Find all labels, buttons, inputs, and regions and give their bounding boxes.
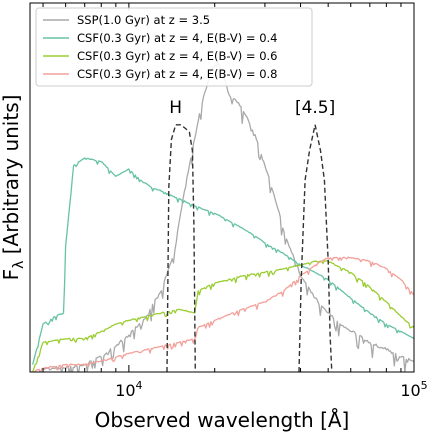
x-tick-exponent: 4: [136, 379, 143, 392]
x-tick-exponent: 5: [421, 379, 428, 392]
x-axis-title: Observed wavelength [Å]: [95, 408, 350, 432]
x-tick-label-1: 104: [115, 379, 142, 400]
filter-label-h: H: [169, 98, 182, 118]
y-axis-title: Fλ [Arbitrary units]: [0, 95, 27, 281]
series-line-3: [32, 260, 414, 372]
x-tick-label-2: 105: [400, 379, 427, 400]
filter-label-irac45: [4.5]: [295, 98, 335, 118]
series-line-1: [42, 61, 414, 372]
legend-box: [35, 7, 313, 87]
legend-label-2: CSF(0.3 Gyr) at z = 4, E(B-V) = 0.4: [77, 31, 278, 45]
legend: SSP(1.0 Gyr) at z = 3.5 CSF(0.3 Gyr) at z…: [35, 7, 313, 87]
series-line-2: [32, 157, 414, 365]
plot-frame: [29, 2, 415, 373]
y-axis-title-rest: [Arbitrary units]: [0, 95, 23, 261]
legend-label-4: CSF(0.3 Gyr) at z = 4, E(B-V) = 0.8: [77, 67, 278, 81]
filter-layer: [166, 124, 333, 372]
filter-curve-irac45: [298, 124, 333, 372]
y-axis-title-subscript: λ: [11, 261, 27, 269]
x-tick-mantissa: 10: [400, 381, 420, 400]
y-axis-title-main: F: [0, 269, 23, 281]
legend-label-1: SSP(1.0 Gyr) at z = 3.5: [77, 13, 210, 27]
legend-label-3: CSF(0.3 Gyr) at z = 4, E(B-V) = 0.6: [77, 49, 278, 63]
tick-layer: 104 105: [42, 3, 428, 400]
series-line-4: [32, 256, 414, 372]
x-tick-mantissa: 10: [115, 381, 135, 400]
series-layer: [32, 61, 414, 372]
filter-curve-h: [166, 124, 196, 372]
legend-entries: SSP(1.0 Gyr) at z = 3.5 CSF(0.3 Gyr) at z…: [43, 13, 278, 81]
